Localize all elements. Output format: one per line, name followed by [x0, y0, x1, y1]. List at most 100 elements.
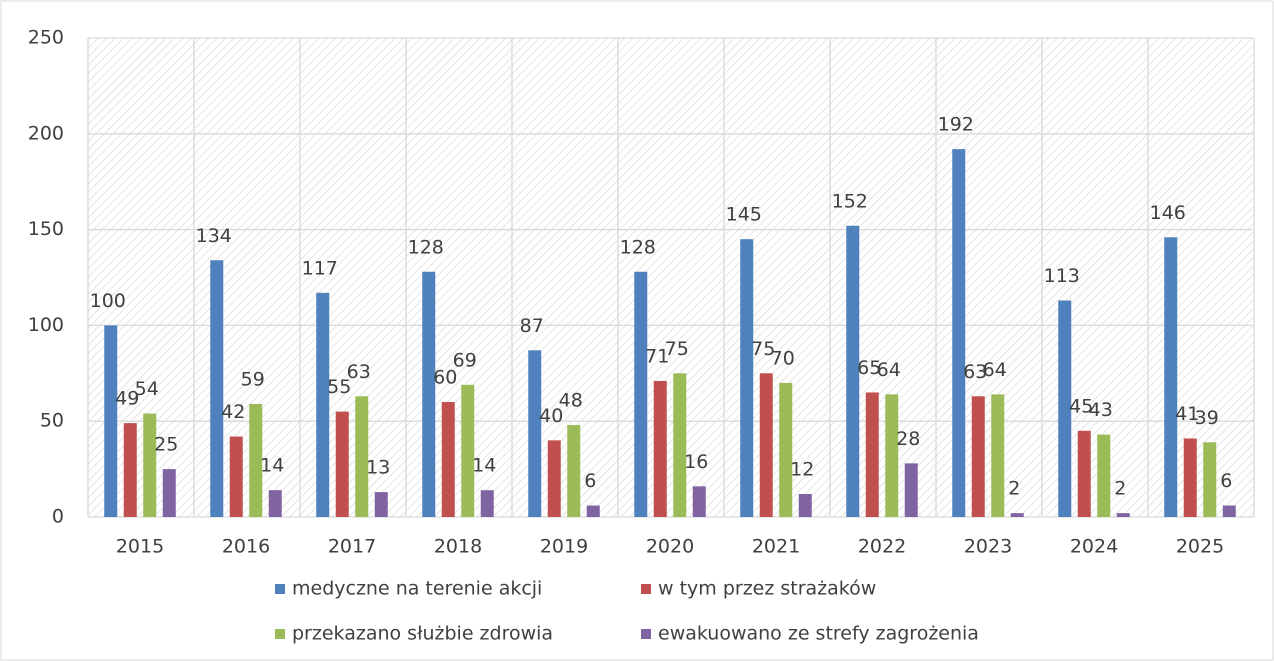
data-label: 63	[963, 361, 987, 383]
bar	[461, 384, 475, 517]
data-label: 16	[684, 451, 708, 473]
bar	[374, 492, 388, 517]
bar	[1203, 442, 1217, 517]
data-label: 100	[90, 290, 126, 312]
bar	[846, 225, 860, 517]
data-label: 54	[135, 378, 159, 400]
y-tick-label: 250	[28, 27, 64, 49]
x-tick-label: 2017	[328, 536, 376, 558]
data-label: 48	[559, 390, 583, 412]
bar	[885, 394, 899, 517]
y-tick-label: 200	[28, 122, 64, 144]
x-tick-label: 2018	[434, 536, 482, 558]
bar	[229, 436, 243, 517]
bar	[1222, 505, 1236, 517]
legend-label: medyczne na terenie akcji	[292, 578, 542, 600]
data-label: 87	[520, 315, 544, 337]
bar	[634, 271, 648, 517]
bar	[971, 396, 985, 517]
data-label: 2	[1114, 478, 1126, 500]
bar	[335, 411, 349, 517]
data-label: 117	[302, 257, 338, 279]
data-label: 25	[154, 434, 178, 456]
bar	[1097, 434, 1111, 517]
data-label: 39	[1195, 407, 1219, 429]
data-label: 12	[790, 459, 814, 481]
data-label: 75	[665, 338, 689, 360]
bar	[673, 373, 687, 517]
legend-swatch	[641, 629, 651, 639]
bar	[952, 149, 966, 518]
data-label: 55	[327, 376, 351, 398]
bar	[991, 394, 1005, 517]
data-label: 41	[1175, 403, 1199, 425]
data-label: 128	[408, 236, 444, 258]
data-label: 40	[539, 405, 563, 427]
bar	[1058, 300, 1072, 517]
data-label: 49	[115, 388, 139, 410]
bar	[1183, 438, 1197, 517]
data-label: 64	[877, 359, 901, 381]
data-label: 146	[1150, 202, 1186, 224]
x-tick-label: 2022	[858, 536, 906, 558]
data-label: 14	[472, 455, 496, 477]
data-label: 59	[241, 368, 265, 390]
bar	[316, 292, 330, 517]
y-tick-label: 50	[40, 410, 64, 432]
y-tick-label: 0	[52, 506, 64, 528]
data-label: 128	[620, 236, 656, 258]
data-label: 69	[453, 349, 477, 371]
data-label: 6	[584, 470, 596, 492]
x-tick-label: 2025	[1176, 536, 1224, 558]
bar	[355, 396, 369, 517]
bar	[441, 402, 455, 517]
data-label: 70	[771, 347, 795, 369]
legend-label: w tym przez strażaków	[658, 578, 876, 600]
bar	[759, 373, 773, 517]
bar	[210, 260, 224, 517]
bar	[653, 380, 667, 517]
bar	[1116, 513, 1130, 517]
x-tick-label: 2015	[116, 536, 164, 558]
data-label: 192	[938, 114, 974, 136]
bar	[586, 505, 600, 517]
x-tick-label: 2024	[1070, 536, 1118, 558]
bar	[779, 382, 793, 517]
bar	[123, 423, 137, 517]
bar	[865, 392, 879, 517]
data-label: 63	[347, 361, 371, 383]
data-label: 28	[896, 428, 920, 450]
x-tick-label: 2023	[964, 536, 1012, 558]
bar	[740, 239, 754, 517]
bar	[249, 403, 263, 517]
bar	[422, 271, 436, 517]
bar	[567, 425, 581, 517]
data-label: 43	[1089, 399, 1113, 421]
x-tick-label: 2016	[222, 536, 270, 558]
bar	[798, 494, 812, 517]
data-label: 42	[221, 401, 245, 423]
x-tick-label: 2021	[752, 536, 800, 558]
bar	[104, 325, 118, 517]
legend-swatch	[275, 584, 285, 594]
y-tick-label: 100	[28, 314, 64, 336]
data-label: 14	[260, 455, 284, 477]
legend-swatch	[275, 629, 285, 639]
legend-swatch	[641, 584, 651, 594]
bar	[547, 440, 561, 517]
data-label: 64	[983, 359, 1007, 381]
bar	[143, 413, 157, 517]
bar	[268, 490, 282, 517]
bar	[1010, 513, 1024, 517]
data-label: 75	[751, 338, 775, 360]
data-label: 113	[1044, 265, 1080, 287]
x-tick-label: 2019	[540, 536, 588, 558]
data-label: 145	[726, 204, 762, 226]
bar	[692, 486, 706, 517]
bar	[1077, 430, 1091, 517]
data-label: 152	[832, 190, 868, 212]
y-tick-label: 150	[28, 218, 64, 240]
bar	[528, 350, 542, 517]
bar	[904, 463, 918, 517]
